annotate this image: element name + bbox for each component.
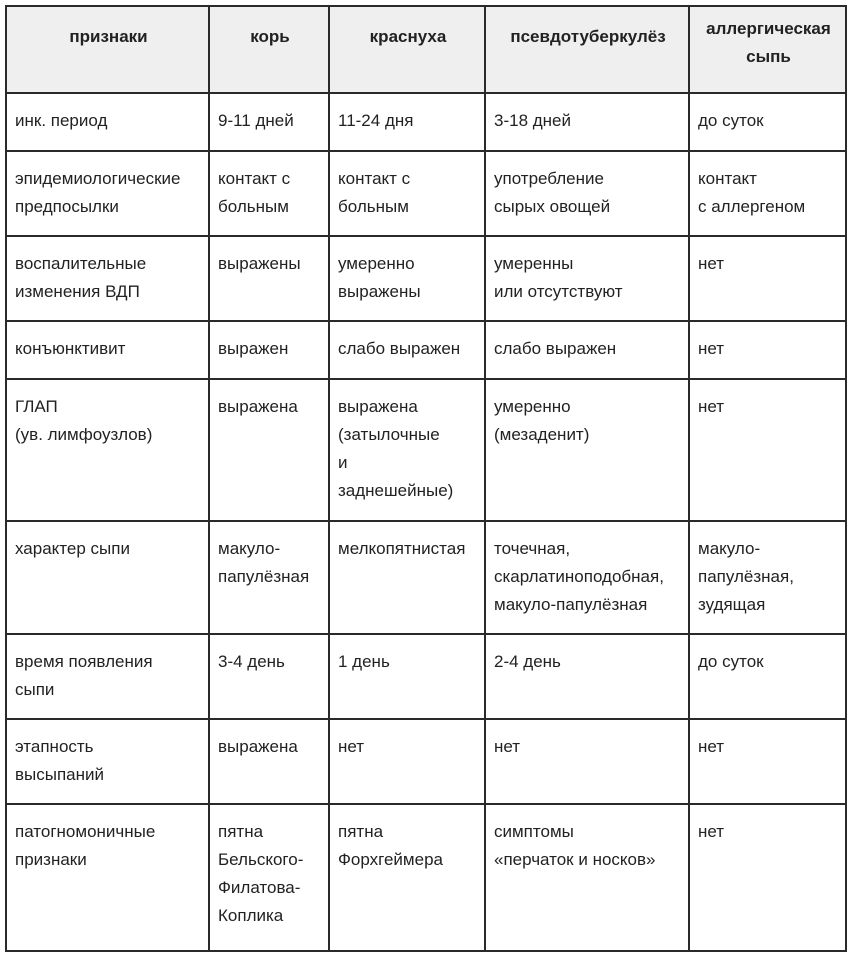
table-row: инк. период 9-11 дней 11-24 дня 3-18 дней до… — [5, 92, 847, 152]
table-cell: выражена — [208, 378, 330, 522]
table-cell: 1 день — [328, 633, 486, 720]
table-cell: точечная, скарлатиноподобная, макуло-пап… — [484, 520, 690, 635]
table-cell: 9-11 дней — [208, 92, 330, 152]
table-cell: нет — [484, 718, 690, 805]
table-row: патогномоничные признаки пятна Бельского-… — [5, 803, 847, 952]
table-cell: 2-4 день — [484, 633, 690, 720]
table-cell: нет — [688, 803, 847, 952]
table-row: этапность высыпаний выражена нет нет нет — [5, 718, 847, 805]
row-label-cell: этапность высыпаний — [5, 718, 210, 805]
table-cell: умеренны или отсутствуют — [484, 235, 690, 322]
row-label-cell: эпидемиологические предпосылки — [5, 150, 210, 237]
table-row: конъюнктивит выражен слабо выражен слабо вы… — [5, 320, 847, 380]
table-cell: макуло- папулёзная, зудящая — [688, 520, 847, 635]
header-cell: краснуха — [328, 5, 486, 94]
table-cell: умеренно выражены — [328, 235, 486, 322]
table-cell: выражена (затылочные и заднешейные) — [328, 378, 486, 522]
table-row: время появления сыпи 3-4 день 1 день 2-4 де… — [5, 633, 847, 720]
header-row: признаки корь краснуха псевдотуберкулёз … — [5, 5, 847, 94]
table-cell: выражен — [208, 320, 330, 380]
row-label-cell: воспалительные изменения ВДП — [5, 235, 210, 322]
table-cell: нет — [328, 718, 486, 805]
table-row: ГЛАП (ув. лимфоузлов) выражена выражена (з… — [5, 378, 847, 522]
comparison-table: признаки корь краснуха псевдотуберкулёз … — [5, 5, 847, 952]
table-row: эпидемиологические предпосылки контакт с … — [5, 150, 847, 237]
table-cell: слабо выражен — [328, 320, 486, 380]
table-cell: нет — [688, 718, 847, 805]
row-label-cell: инк. период — [5, 92, 210, 152]
header-cell: признаки — [5, 5, 210, 94]
table-cell: пятна Бельского- Филатова- Коплика — [208, 803, 330, 952]
table-cell: нет — [688, 320, 847, 380]
row-label-cell: патогномоничные признаки — [5, 803, 210, 952]
table-cell: контакт с аллергеном — [688, 150, 847, 237]
row-label-cell: ГЛАП (ув. лимфоузлов) — [5, 378, 210, 522]
table-cell: выражены — [208, 235, 330, 322]
table-cell: нет — [688, 378, 847, 522]
table-cell: слабо выражен — [484, 320, 690, 380]
table-cell: пятна Форхгеймера — [328, 803, 486, 952]
table-cell: 3-4 день — [208, 633, 330, 720]
table-cell: 3-18 дней — [484, 92, 690, 152]
table-cell: контакт с больным — [328, 150, 486, 237]
table-row: характер сыпи макуло- папулёзная мелкопятн… — [5, 520, 847, 635]
table-cell: симптомы «перчаток и носков» — [484, 803, 690, 952]
table-cell: 11-24 дня — [328, 92, 486, 152]
table-cell: выражена — [208, 718, 330, 805]
table-cell: нет — [688, 235, 847, 322]
table-cell: умеренно (мезаденит) — [484, 378, 690, 522]
header-cell: корь — [208, 5, 330, 94]
row-label-cell: время появления сыпи — [5, 633, 210, 720]
table-cell: контакт с больным — [208, 150, 330, 237]
row-label-cell: характер сыпи — [5, 520, 210, 635]
table-cell: употребление сырых овощей — [484, 150, 690, 237]
row-label-cell: конъюнктивит — [5, 320, 210, 380]
table-cell: до суток — [688, 92, 847, 152]
table-cell: мелкопятнистая — [328, 520, 486, 635]
table-row: воспалительные изменения ВДП выражены умер… — [5, 235, 847, 322]
table-cell: макуло- папулёзная — [208, 520, 330, 635]
header-cell: псевдотуберкулёз — [484, 5, 690, 94]
header-cell: аллергическая сыпь — [688, 5, 847, 94]
table-cell: до суток — [688, 633, 847, 720]
